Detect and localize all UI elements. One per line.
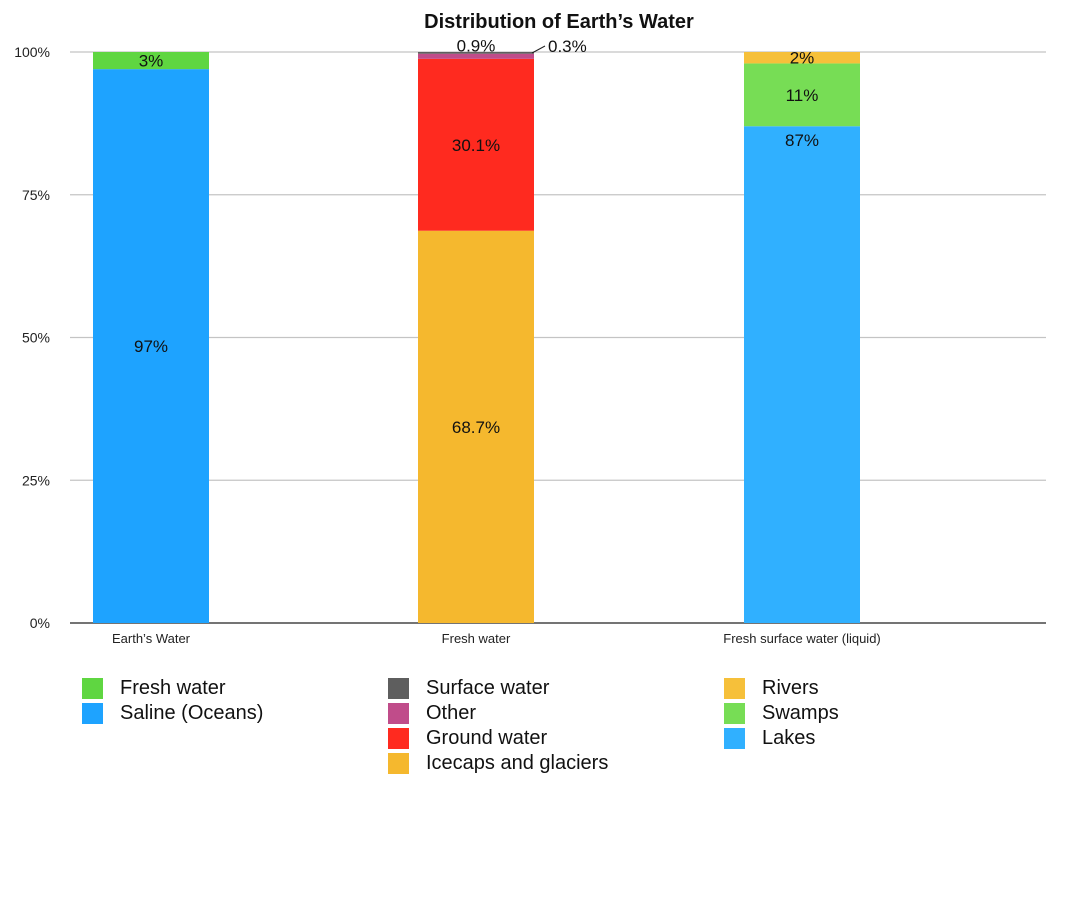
y-tick-label: 75% xyxy=(22,187,50,203)
legend-swatch xyxy=(388,703,409,724)
legend-swatch xyxy=(724,703,745,724)
bar-segment xyxy=(418,52,534,54)
legend-label: Other xyxy=(426,702,477,724)
legend-item: Lakes xyxy=(724,726,839,751)
data-label: 87% xyxy=(785,131,819,150)
legend-label: Fresh water xyxy=(120,677,226,699)
legend-item: Fresh water xyxy=(82,676,263,701)
legend-column: Fresh water Saline (Oceans) xyxy=(82,676,263,726)
legend-item: Swamps xyxy=(724,701,839,726)
legend-label: Ground water xyxy=(426,727,548,749)
legend-item: Saline (Oceans) xyxy=(82,701,263,726)
legend-label: Swamps xyxy=(762,702,839,724)
legend-label: Surface water xyxy=(426,677,550,699)
legend-swatch xyxy=(82,703,103,724)
y-tick-label: 100% xyxy=(14,44,50,60)
legend-swatch xyxy=(388,753,409,774)
data-label: 30.1% xyxy=(452,136,500,155)
legend-label: Saline (Oceans) xyxy=(120,702,264,724)
bar-segment xyxy=(93,69,209,623)
legend-column: Rivers Swamps Lakes xyxy=(724,676,839,751)
legend-label: Lakes xyxy=(762,727,816,749)
legend-swatch xyxy=(82,678,103,699)
y-tick-label: 50% xyxy=(22,330,50,346)
data-label: 3% xyxy=(139,52,164,71)
x-tick-label: Fresh surface water (liquid) xyxy=(723,631,881,646)
legend-label: Icecaps and glaciers xyxy=(426,752,609,774)
y-tick-label: 0% xyxy=(30,615,50,631)
data-label: 0.9% xyxy=(457,37,496,56)
legend-item: Ground water xyxy=(388,726,608,751)
data-label: 2% xyxy=(790,49,815,68)
legend-item: Other xyxy=(388,701,608,726)
legend-item: Rivers xyxy=(724,676,839,701)
legend-swatch xyxy=(388,728,409,749)
bar-segment xyxy=(744,52,860,64)
legend-label: Rivers xyxy=(762,677,819,699)
data-label: 11% xyxy=(786,86,819,105)
y-tick-label: 25% xyxy=(22,472,50,488)
legend-item: Surface water xyxy=(388,676,608,701)
x-tick-label: Fresh water xyxy=(442,631,511,646)
leader-line xyxy=(531,45,546,54)
bar-segment xyxy=(418,58,534,231)
data-label: 97% xyxy=(134,337,168,356)
legend-swatch xyxy=(388,678,409,699)
bar-segment xyxy=(418,53,534,59)
legend-swatch xyxy=(724,728,745,749)
data-label: 0.3% xyxy=(548,37,587,56)
legend-item: Icecaps and glaciers xyxy=(388,751,608,776)
bar-segment xyxy=(418,230,534,623)
bar-segment xyxy=(744,126,860,623)
legend-column: Surface water Other Ground water Icecaps an… xyxy=(388,676,608,776)
chart-title: Distribution of Earth’s Water xyxy=(424,11,694,33)
x-tick-label: Earth’s Water xyxy=(112,631,191,646)
bar-segment xyxy=(93,52,209,70)
data-label: 68.7% xyxy=(452,418,500,437)
bar-segment xyxy=(744,63,860,127)
legend-swatch xyxy=(724,678,745,699)
